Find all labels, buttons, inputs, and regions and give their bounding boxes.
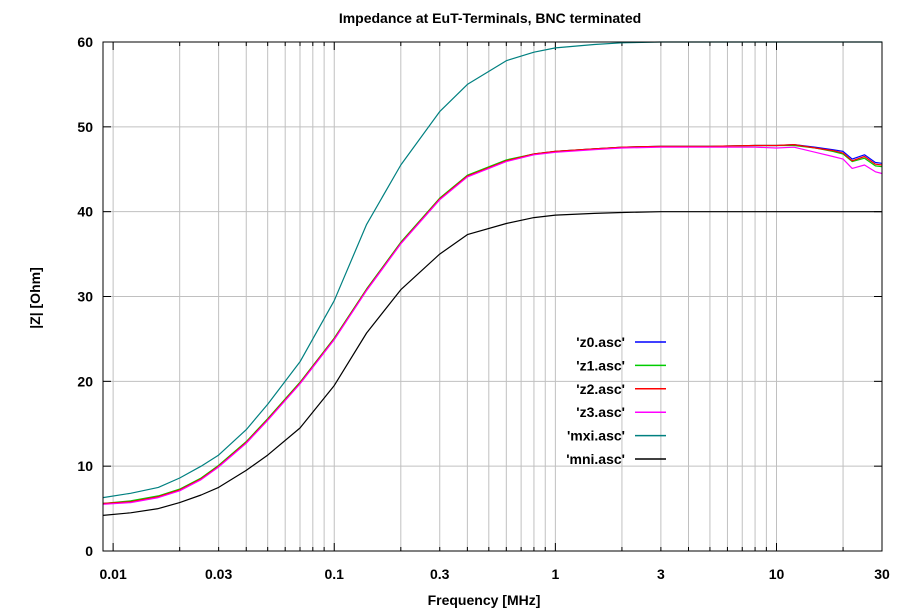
y-tick-label: 30	[77, 289, 93, 305]
series-line-mxiasc	[102, 41, 882, 499]
grid	[102, 41, 883, 552]
chart-title: Impedance at EuT-Terminals, BNC terminat…	[339, 10, 641, 26]
y-tick-label: 40	[77, 204, 93, 220]
x-tick-label: 0.1	[325, 566, 345, 582]
axis-ticks: 0 10 20 30 40 50 60 0.01 0.03 0.1 0.3 1 3 10 30	[77, 34, 890, 582]
legend-label: 'mni.asc'	[566, 451, 625, 467]
legend-label: 'mxi.asc'	[567, 428, 625, 444]
x-tick-label: 30	[874, 566, 890, 582]
y-tick-label: 60	[77, 34, 93, 50]
legend: 'z0.asc' 'z1.asc' 'z2.asc' 'z3.asc' 'mxi.asc…	[566, 334, 666, 467]
series-line-z2asc	[102, 144, 883, 505]
x-tick-label: 3	[657, 566, 665, 582]
x-tick-label: 0.01	[99, 566, 126, 582]
series-line-z0asc	[102, 144, 883, 505]
series-lines	[102, 41, 883, 516]
plot-frame	[102, 41, 883, 552]
y-axis-label: |Z| [Ohm]	[27, 267, 43, 329]
legend-label: 'z0.asc'	[576, 334, 625, 350]
y-tick-label: 50	[77, 119, 93, 135]
x-tick-label: 0.3	[430, 566, 450, 582]
legend-label: 'z2.asc'	[576, 381, 625, 397]
series-line-z3asc	[102, 146, 883, 505]
y-tick-label: 10	[77, 458, 93, 474]
y-tick-label: 0	[85, 543, 93, 559]
y-tick-label: 20	[77, 373, 93, 389]
x-tick-label: 1	[551, 566, 559, 582]
series-line-z1asc	[102, 144, 883, 505]
legend-label: 'z1.asc'	[576, 357, 625, 373]
series-line-mniasc	[102, 211, 882, 516]
x-tick-label: 10	[769, 566, 785, 582]
x-tick-label: 0.03	[205, 566, 232, 582]
legend-label: 'z3.asc'	[576, 404, 625, 420]
x-axis-label: Frequency [MHz]	[428, 592, 541, 608]
